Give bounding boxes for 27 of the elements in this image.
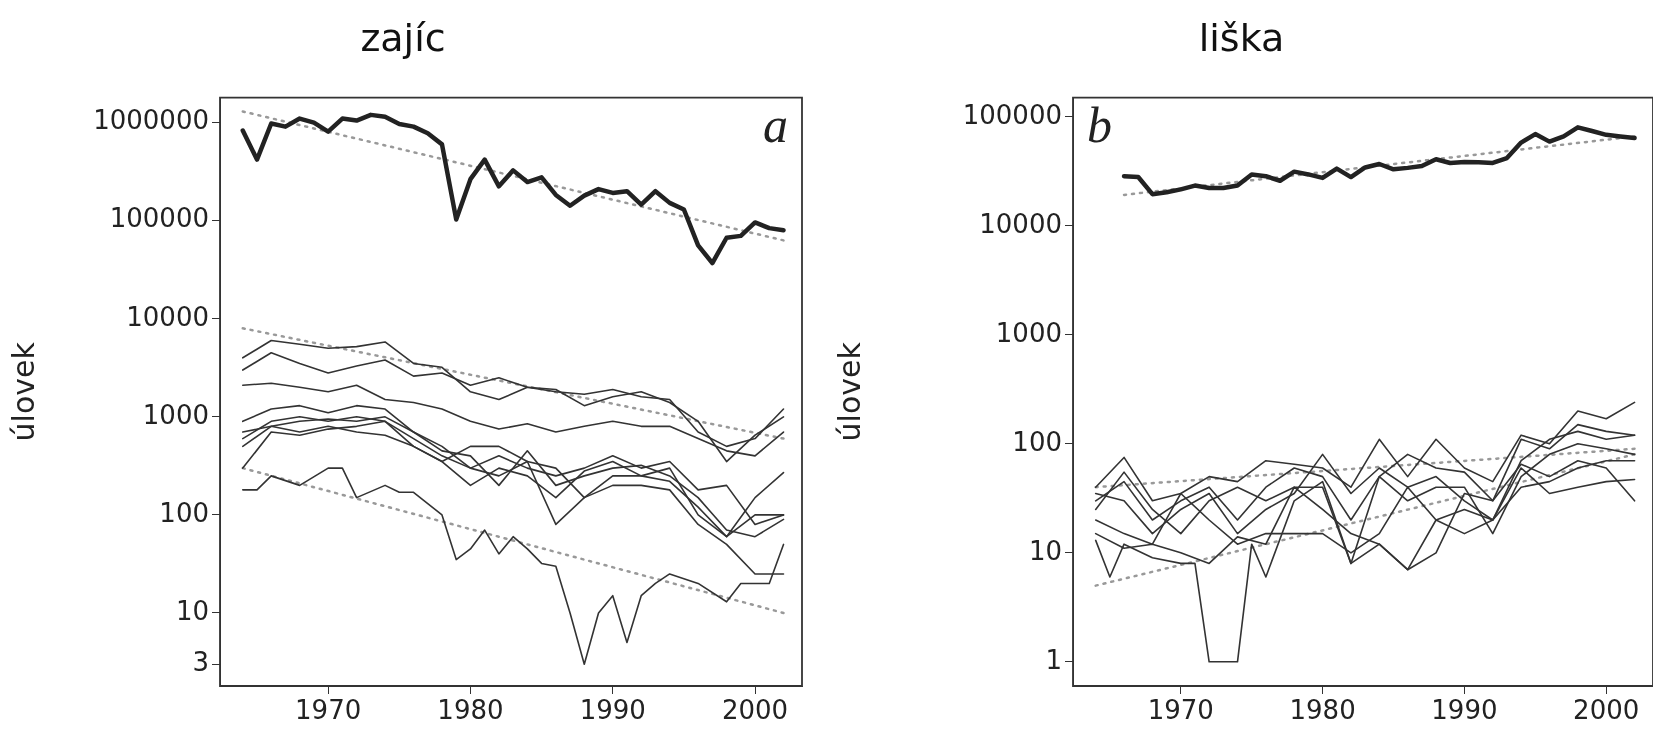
y-tick-label: 10	[1028, 535, 1062, 566]
y-axis-title: úlovek	[5, 341, 41, 442]
y-tick-label: 100	[1012, 426, 1062, 457]
chart-title: zajíc	[360, 15, 446, 60]
x-tick-label: 1970	[1147, 695, 1214, 726]
x-tick-label: 1990	[579, 695, 646, 726]
y-tick-label: 1	[1045, 644, 1062, 675]
y-tick-label: 1000000	[93, 105, 209, 136]
x-tick-label: 2000	[1573, 695, 1640, 726]
y-tick-label: 3	[192, 646, 209, 677]
y-tick-label: 1000	[142, 399, 209, 430]
x-tick-label: 1980	[437, 695, 504, 726]
chart-title: liška	[1198, 15, 1285, 60]
x-tick-label: 1980	[1289, 695, 1356, 726]
y-tick-label: 100	[159, 497, 209, 528]
y-tick-label: 10000	[126, 301, 209, 332]
y-tick-label: 100000	[109, 203, 209, 234]
annotation: b	[1087, 96, 1112, 153]
x-tick-label: 1970	[295, 695, 362, 726]
y-tick-label: 1000	[995, 317, 1062, 348]
annotation: a	[763, 96, 788, 153]
x-tick-label: 1990	[1431, 695, 1498, 726]
y-axis-title: úlovek	[831, 341, 867, 442]
y-tick-label: 10000	[979, 208, 1062, 239]
y-tick-label: 100000	[962, 99, 1062, 130]
y-tick-label: 10	[175, 595, 209, 626]
x-tick-label: 2000	[721, 695, 789, 726]
